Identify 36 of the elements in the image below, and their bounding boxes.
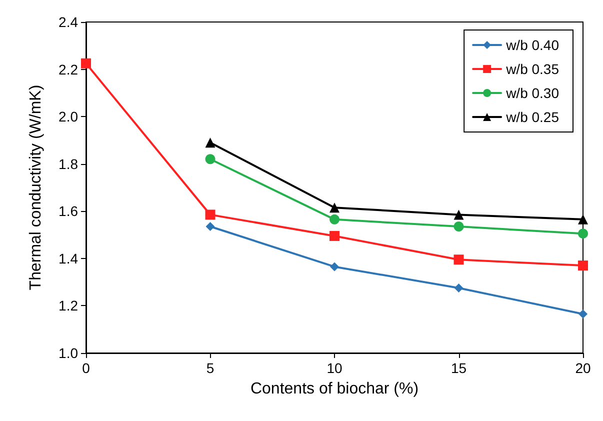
point (454, 283, 464, 292)
x-tick-label: 15 (450, 360, 467, 376)
point (330, 230, 340, 241)
point (578, 309, 588, 318)
y-tick-label: 1.4 (58, 250, 78, 266)
y-tick-label: 1.6 (58, 203, 78, 220)
point (330, 202, 340, 213)
y-tick-label: 1.2 (58, 298, 78, 314)
point (205, 154, 216, 164)
x-tick-label: 10 (326, 360, 342, 376)
point (454, 210, 464, 220)
point (206, 222, 215, 232)
x-tick-label: 20 (575, 360, 591, 376)
point (205, 138, 216, 148)
legend-label: w/b 0.40 (505, 37, 560, 53)
y-tick-label: 1.8 (58, 156, 78, 172)
x-tick-label: 5 (206, 360, 214, 376)
point (205, 210, 216, 220)
y-tick-label: 2.0 (58, 108, 78, 125)
point (330, 214, 340, 224)
point (578, 214, 588, 224)
x-tick-label: 0 (82, 360, 90, 376)
legend-label: w/b 0.35 (505, 61, 560, 77)
point (81, 58, 91, 68)
y-tick-label: 1.0 (58, 345, 78, 361)
point (454, 254, 464, 265)
legend-label: w/b 0.30 (505, 85, 560, 101)
y-tick-label: 2.2 (58, 61, 78, 78)
point (454, 222, 464, 232)
legend-label: w/b 0.25 (505, 109, 560, 125)
point (330, 262, 339, 272)
y-axis-title: Thermal conductivity (W/mK) (28, 84, 44, 290)
point (578, 260, 588, 271)
point (578, 228, 588, 239)
x-axis-title: Contents of biochar (%) (250, 380, 419, 398)
y-tick-label: 2.4 (58, 14, 78, 30)
